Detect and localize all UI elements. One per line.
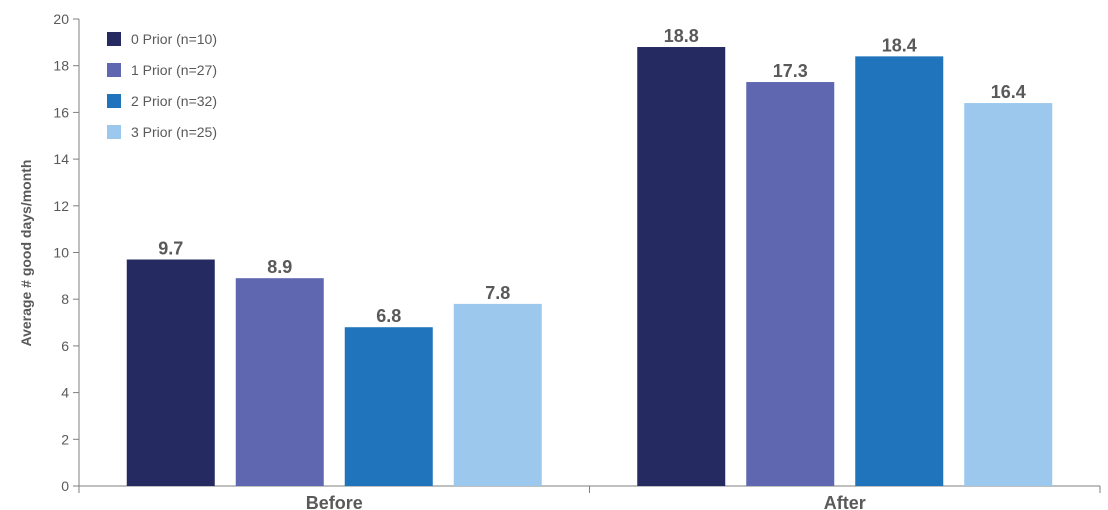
- legend: 0 Prior (n=10) 1 Prior (n=27) 2 Prior (n=3…: [107, 31, 217, 140]
- legend-label: 0 Prior (n=10): [131, 31, 217, 47]
- data-label: 17.3: [773, 61, 808, 81]
- bar: [235, 278, 324, 486]
- y-tick-label: 20: [53, 11, 69, 27]
- bar: [637, 47, 726, 487]
- y-tick-label: 0: [61, 478, 69, 494]
- data-label: 16.4: [991, 82, 1026, 102]
- x-category-label: After: [824, 493, 866, 510]
- legend-swatch: [107, 94, 121, 108]
- y-tick-label: 6: [61, 338, 69, 354]
- y-tick-label: 10: [53, 245, 69, 261]
- y-tick-label: 8: [61, 291, 69, 307]
- x-axis: Before After: [78, 485, 1101, 510]
- bar: [746, 82, 835, 487]
- bar: [126, 259, 215, 486]
- x-category-label: Before: [306, 493, 363, 510]
- data-label: 7.8: [485, 283, 510, 303]
- data-label: 9.7: [158, 239, 183, 259]
- y-tick-label: 16: [53, 104, 69, 120]
- legend-label: 3 Prior (n=25): [131, 124, 217, 140]
- data-label: 18.4: [882, 35, 917, 55]
- data-label: 6.8: [376, 306, 401, 326]
- bar: [453, 303, 542, 486]
- bar: [344, 327, 433, 486]
- legend-label: 2 Prior (n=32): [131, 93, 217, 109]
- legend-swatch: [107, 32, 121, 46]
- bar: [855, 56, 944, 487]
- data-label: 18.8: [664, 26, 699, 46]
- y-tick-label: 18: [53, 58, 69, 74]
- y-tick-label: 12: [53, 198, 69, 214]
- legend-swatch: [107, 63, 121, 77]
- y-tick-label: 2: [61, 431, 69, 447]
- bars: 9.7 8.9 6.8 7.8 18.8 17.3 18.4 16.4: [126, 26, 1053, 487]
- legend-swatch: [107, 125, 121, 139]
- y-tick-label: 14: [53, 151, 69, 167]
- y-axis: 0 2 4 6 8 10 12 14 16 18 20: [53, 11, 80, 494]
- legend-label: 1 Prior (n=27): [131, 62, 217, 78]
- data-label: 8.9: [267, 257, 292, 277]
- y-tick-label: 4: [61, 385, 69, 401]
- bar: [964, 103, 1053, 486]
- y-axis-title: Average # good days/month: [18, 160, 34, 347]
